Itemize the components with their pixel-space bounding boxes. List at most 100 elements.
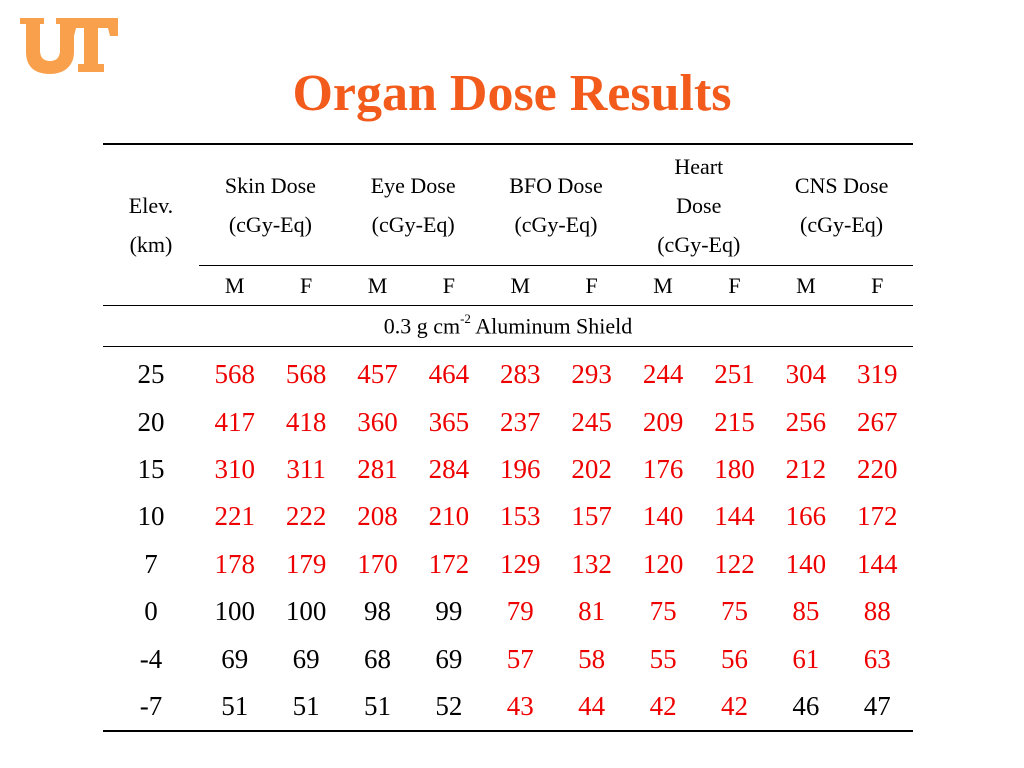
dose-cell: 42	[627, 682, 699, 733]
dose-cell: 180	[714, 453, 755, 484]
sex-label: M	[199, 265, 271, 306]
dose-cell: 57	[506, 643, 534, 674]
table-row: 15 310 311 281 284 196 202 176 180 212 220	[103, 446, 913, 493]
dose-cell: 284	[428, 453, 470, 484]
elev-header: Elev. (km)	[103, 143, 199, 306]
dose-cell: 122	[714, 548, 755, 579]
dose-cell: 170	[357, 548, 398, 579]
dose-cell: 47	[841, 682, 913, 733]
dose-cell: 68	[363, 643, 391, 674]
dose-cell: 237	[500, 406, 541, 437]
dose-cell: 245	[571, 406, 612, 437]
dose-cell: 202	[571, 453, 612, 484]
elevation-cell: 25	[137, 359, 165, 390]
dose-cell: 256	[785, 406, 827, 437]
dose-cell: 215	[714, 406, 755, 437]
dose-cell: 568	[285, 359, 327, 390]
table-row: 10 221 222 208 210 153 157 140 144 166 172	[103, 493, 913, 540]
heart-dose-header: Heart Dose (cGy-Eq)	[627, 143, 771, 266]
dose-cell: 132	[571, 548, 612, 579]
dose-cell: 44	[555, 682, 628, 733]
page-title: Organ Dose Results	[292, 65, 732, 122]
dose-cell: 153	[500, 501, 541, 532]
dose-cell: 222	[285, 501, 327, 532]
sex-label: F	[698, 265, 771, 306]
dose-cell: 43	[484, 682, 556, 733]
dose-cell: 172	[428, 548, 470, 579]
dose-cell: 176	[642, 453, 684, 484]
dose-cell: 99	[435, 596, 463, 627]
table-row: 20 417 418 360 365 237 245 209 215 256 267	[103, 398, 913, 445]
dose-cell: 100	[214, 596, 255, 627]
dose-cell: 129	[500, 548, 541, 579]
dose-cell: 418	[285, 406, 327, 437]
elevation-cell: 7	[144, 548, 158, 579]
dose-cell: 69	[435, 643, 463, 674]
dose-cell: 210	[428, 501, 470, 532]
sex-label: M	[341, 265, 414, 306]
dose-cell: 52	[413, 682, 485, 733]
elevation-cell: -4	[139, 643, 163, 674]
dose-cell: 63	[863, 643, 891, 674]
table-row: 7 178 179 170 172 129 132 120 122 140 144	[103, 541, 913, 588]
dose-cell: 56	[720, 643, 748, 674]
dose-cell: 69	[221, 643, 249, 674]
sex-label: M	[484, 265, 556, 306]
dose-cell: 144	[714, 501, 755, 532]
dose-cell: 55	[649, 643, 677, 674]
dose-cell: 464	[428, 359, 470, 390]
dose-cell: 75	[649, 596, 677, 627]
dose-cell: 58	[578, 643, 606, 674]
dose-cell: 304	[785, 359, 827, 390]
dose-cell: 281	[357, 453, 398, 484]
dose-cell: 42	[698, 682, 771, 733]
dose-cell: 157	[571, 501, 612, 532]
organ-dose-table: Elev. (km) Skin Dose (cGy-Eq) Eye Dose (cGy…	[103, 143, 913, 733]
dose-cell: 568	[214, 359, 255, 390]
dose-cell: 267	[857, 406, 898, 437]
dose-cell: 120	[642, 548, 684, 579]
dose-cell: 209	[642, 406, 684, 437]
bfo-dose-header: BFO Dose (cGy-Eq)	[484, 143, 628, 266]
dose-cell: 251	[714, 359, 755, 390]
dose-cell: 61	[792, 643, 820, 674]
sex-label: F	[841, 265, 913, 306]
table-row: 0 100 100 98 99 79 81 75 75 85 88	[103, 588, 913, 635]
dose-cell: 244	[642, 359, 684, 390]
dose-cell: 51	[199, 682, 271, 733]
dose-cell: 283	[500, 359, 541, 390]
dose-cell: 208	[357, 501, 398, 532]
dose-cell: 88	[863, 596, 891, 627]
dose-cell: 46	[770, 682, 842, 733]
shield-label: 0.3 g cm-2 Aluminum Shield	[103, 305, 913, 347]
dose-cell: 81	[578, 596, 606, 627]
dose-cell: 311	[286, 453, 326, 484]
elevation-cell: -7	[103, 682, 199, 733]
elevation-cell: 0	[144, 596, 158, 627]
dose-cell: 221	[214, 501, 255, 532]
dose-cell: 100	[285, 596, 327, 627]
dose-cell: 293	[571, 359, 612, 390]
table-row: -7 51 51 51 52 43 44 42 42 46 47	[103, 682, 913, 733]
dose-cell: 51	[270, 682, 342, 733]
dose-cell: 75	[720, 596, 748, 627]
dose-cell: 172	[857, 501, 898, 532]
table-row: -4 69 69 68 69 57 58 55 56 61 63	[103, 635, 913, 682]
elevation-cell: 15	[137, 453, 165, 484]
dose-cell: 365	[428, 406, 470, 437]
sex-label: F	[555, 265, 628, 306]
dose-cell: 417	[214, 406, 255, 437]
dose-cell: 166	[785, 501, 827, 532]
dose-cell: 310	[214, 453, 255, 484]
eye-dose-header: Eye Dose (cGy-Eq)	[341, 143, 485, 266]
sex-label: M	[627, 265, 699, 306]
dose-cell: 140	[642, 501, 684, 532]
ut-logo: UT	[20, 18, 118, 74]
sex-label: M	[770, 265, 842, 306]
dose-cell: 457	[357, 359, 398, 390]
elevation-cell: 20	[137, 406, 165, 437]
sex-label: F	[270, 265, 342, 306]
dose-cell: 178	[214, 548, 255, 579]
table-row: 25 568 568 457 464 283 293 244 251 304 319	[103, 347, 913, 399]
dose-cell: 220	[857, 453, 898, 484]
